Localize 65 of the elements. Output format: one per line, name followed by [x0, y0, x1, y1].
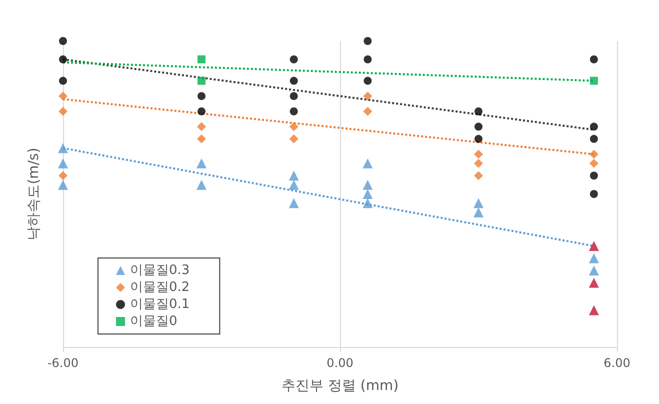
- point: [588, 253, 599, 264]
- point: [290, 107, 298, 116]
- point: [363, 92, 372, 101]
- x-tick-label: 0.00: [326, 356, 354, 370]
- legend-label: 이물질0.1: [130, 297, 190, 312]
- point: [58, 171, 68, 180]
- point: [590, 55, 598, 64]
- x-tick-label: 6.00: [604, 356, 630, 370]
- point: [196, 158, 206, 168]
- point: [474, 198, 484, 208]
- point: [58, 158, 68, 168]
- point: [474, 134, 482, 143]
- point: [474, 207, 484, 218]
- point: [588, 241, 599, 252]
- point: [198, 107, 206, 116]
- point: [590, 190, 598, 198]
- point: [364, 76, 372, 85]
- point: [58, 143, 68, 154]
- point: [362, 198, 373, 208]
- point: [58, 180, 68, 190]
- point: [289, 134, 298, 144]
- point: [362, 180, 373, 190]
- point: [290, 92, 298, 100]
- x-tick-label: -6.00: [47, 356, 79, 370]
- point: [58, 92, 68, 101]
- point: [474, 158, 483, 168]
- point: [474, 171, 483, 180]
- point: [197, 134, 206, 144]
- point: [290, 55, 298, 64]
- legend-label: 이물질0.3: [130, 263, 190, 278]
- point: [198, 92, 206, 100]
- legend-label: 이물질0.2: [130, 280, 190, 295]
- point: [58, 106, 68, 116]
- point: [364, 55, 372, 64]
- point: [362, 158, 373, 168]
- point: [362, 189, 373, 199]
- point: [197, 122, 206, 132]
- point: [290, 76, 298, 85]
- point: [59, 55, 67, 64]
- point: [474, 107, 482, 116]
- point: [288, 198, 299, 208]
- point: [588, 278, 599, 288]
- point: [588, 266, 599, 276]
- point: [590, 122, 598, 131]
- point: [59, 76, 67, 85]
- point: [588, 305, 599, 316]
- point: [474, 122, 482, 131]
- y-axis-title: 낙하속도(m/s): [26, 148, 42, 240]
- point: [590, 134, 598, 143]
- point: [288, 170, 299, 181]
- point: [590, 172, 598, 180]
- point: [589, 150, 598, 159]
- point: [590, 76, 598, 85]
- point: [474, 150, 483, 159]
- point: [196, 180, 206, 190]
- point: [364, 37, 372, 45]
- point: [59, 37, 67, 45]
- point: [289, 122, 298, 132]
- x-axis-title: 추진부 정렬 (mm): [281, 378, 399, 394]
- point: [363, 106, 372, 116]
- point: [288, 180, 299, 190]
- point: [589, 158, 598, 168]
- point: [198, 76, 206, 85]
- point: [198, 55, 206, 64]
- legend-label: 이물질0: [130, 314, 178, 329]
